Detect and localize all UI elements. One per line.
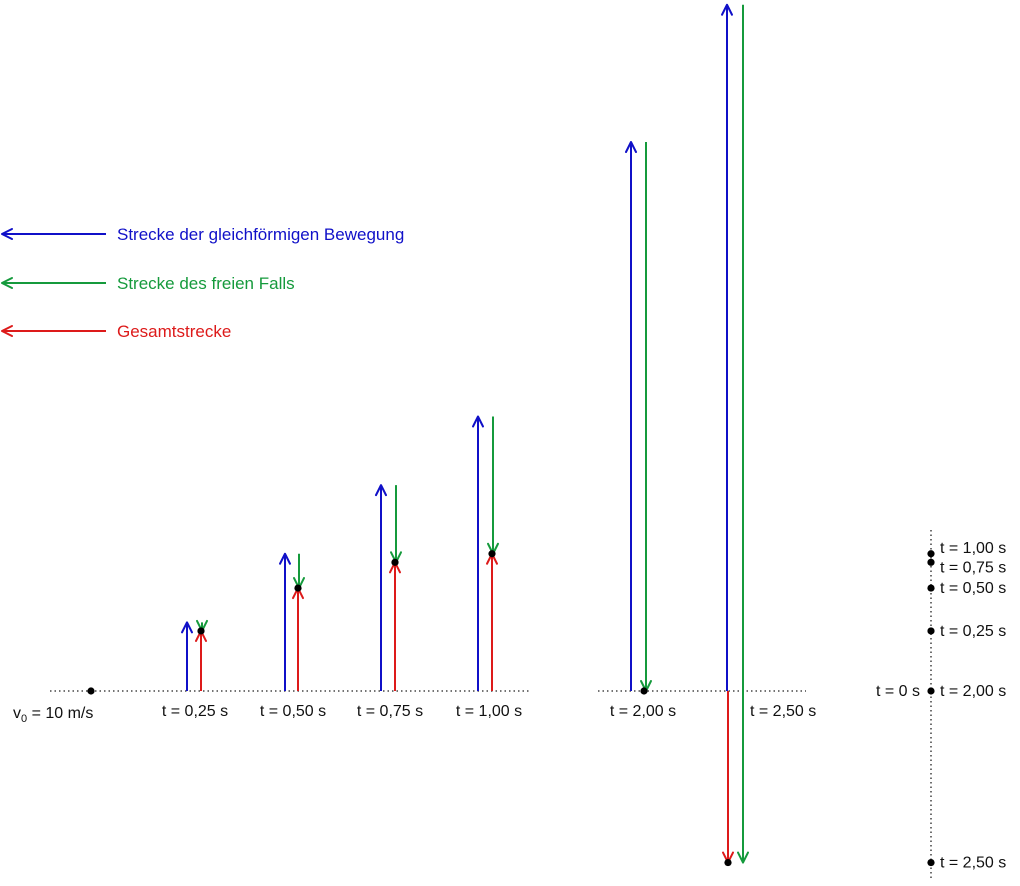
side-scale-dot-6 <box>927 858 935 867</box>
baselines <box>50 530 932 878</box>
side-scale-label-1: t = 1,00 s <box>940 540 1006 557</box>
side-scale-label-2: t = 0,75 s <box>940 559 1006 576</box>
legend-arrow-head-1 <box>1 228 13 240</box>
moment-4-group <box>472 415 499 691</box>
moment-2-time-label: t = 0,50 s <box>260 703 326 720</box>
moment-3-group <box>375 484 402 691</box>
moment-6-position-dot <box>724 858 732 867</box>
side-scale-dot-3 <box>927 584 935 592</box>
time-labels: v0 = 10 m/s t = 0,25 s t = 0,50 s t = 0,75 … <box>13 687 816 725</box>
legend-label-3: Gesamtstrecke <box>117 322 231 341</box>
v0-label: v0 = 10 m/s <box>13 705 93 725</box>
legend-arrow-head-2 <box>1 277 13 289</box>
side-scale: t = 0 s t = 1,00 s t = 0,75 s t = 0,50 s t =… <box>876 540 1006 872</box>
side-scale-dot-2 <box>927 558 935 566</box>
start-point-dot <box>87 687 95 695</box>
moment-6-free-fall-arrow-head <box>737 851 749 864</box>
moment-4-time-label: t = 1,00 s <box>456 703 522 720</box>
moment-2-group <box>279 552 305 691</box>
moment-6-uniform-arrow-head <box>721 3 733 16</box>
side-scale-dot-4 <box>927 627 935 635</box>
moment-3-position-dot <box>391 558 399 566</box>
moment-6-time-label: t = 2,50 s <box>750 703 816 720</box>
side-scale-dot-5 <box>927 687 935 695</box>
side-scale-dot-1 <box>927 550 935 558</box>
arrow-groups <box>181 3 749 867</box>
moment-5-position-dot <box>640 687 648 695</box>
moment-3-uniform-arrow-head <box>375 484 387 497</box>
legend-label-1: Strecke der gleichförmigen Bewegung <box>117 225 404 244</box>
moment-2-position-dot <box>294 584 302 592</box>
moment-1-uniform-arrow-head <box>181 621 193 634</box>
legend: Strecke der gleichförmigen Bewegung Strec… <box>1 225 404 341</box>
moment-4-position-dot <box>488 550 496 558</box>
moment-1-group <box>181 619 208 691</box>
moment-5-group <box>625 141 652 695</box>
moment-1-position-dot <box>197 627 205 635</box>
legend-arrow-head-3 <box>1 325 13 337</box>
moment-2-uniform-arrow-head <box>279 552 291 565</box>
legend-label-2: Strecke des freien Falls <box>117 274 295 293</box>
side-scale-label-5: t = 2,00 s <box>940 683 1006 700</box>
side-scale-origin-label: t = 0 s <box>876 683 920 700</box>
moment-6-group <box>721 3 749 867</box>
side-scale-label-3: t = 0,50 s <box>940 580 1006 597</box>
moment-4-uniform-arrow-head <box>472 415 484 428</box>
side-scale-label-6: t = 2,50 s <box>940 855 1006 872</box>
moment-3-time-label: t = 0,75 s <box>357 703 423 720</box>
side-scale-label-4: t = 0,25 s <box>940 623 1006 640</box>
moment-5-uniform-arrow-head <box>625 141 637 153</box>
moment-5-time-label: t = 2,00 s <box>610 703 676 720</box>
moment-1-time-label: t = 0,25 s <box>162 703 228 720</box>
